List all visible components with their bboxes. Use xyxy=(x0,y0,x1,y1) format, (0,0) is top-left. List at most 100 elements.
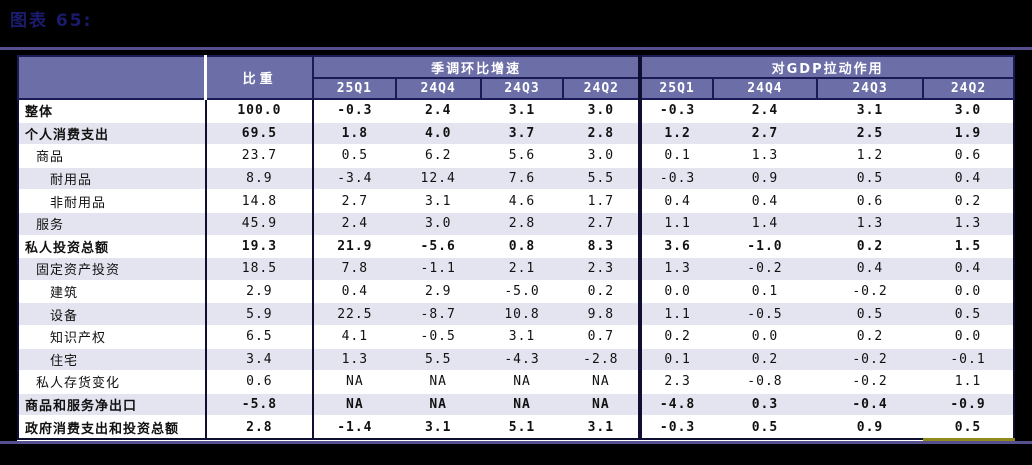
qoq-value: 1.7 xyxy=(563,189,641,213)
table-body: 整体 100.0 -0.3 2.4 3.1 3.0 -0.3 2.4 3.1 3.0 个人消费支出 6… xyxy=(17,98,1015,441)
gdp-value: 0.3 xyxy=(712,392,817,416)
table-row: 商品和服务净出口 -5.8 NA NA NA NA -4.8 0.3 -0.4 -0.9 xyxy=(17,392,1015,416)
gdp-value: 0.2 xyxy=(923,189,1015,213)
qoq-value: 21.9 xyxy=(312,234,396,258)
row-label: 非耐用品 xyxy=(17,189,207,213)
weight-value: 3.4 xyxy=(205,347,314,371)
row-label: 整体 xyxy=(17,98,207,123)
gdp-value: 3.6 xyxy=(638,234,713,258)
weight-value: 8.9 xyxy=(205,166,314,190)
table-row: 个人消费支出 69.5 1.8 4.0 3.7 2.8 1.2 2.7 2.5 1.9 xyxy=(17,121,1015,145)
qoq-value: 0.5 xyxy=(312,144,396,168)
gdp-value: 1.3 xyxy=(816,211,924,236)
gdp-value: -4.8 xyxy=(638,392,713,416)
qoq-value: 4.0 xyxy=(395,121,481,145)
qoq-value: -1.4 xyxy=(312,415,396,441)
qoq-value: 1.8 xyxy=(312,121,396,145)
qoq-value: -1.1 xyxy=(395,257,481,281)
row-label: 设备 xyxy=(17,302,207,326)
gdp-value: 0.9 xyxy=(816,415,924,441)
header-quarter-row: 25Q1 24Q4 24Q3 24Q2 25Q1 24Q4 24Q3 24Q2 xyxy=(18,77,1015,100)
qoq-value: -0.3 xyxy=(312,98,396,123)
qoq-value: 3.0 xyxy=(395,211,481,236)
weight-value: 18.5 xyxy=(205,257,314,281)
qoq-value: 3.1 xyxy=(480,324,564,349)
weight-column-header: 比重 xyxy=(204,55,314,100)
gdp-value: 1.1 xyxy=(923,370,1015,394)
quarter-header-qoq-24q3: 24Q3 xyxy=(479,77,565,100)
qoq-value: NA xyxy=(312,392,396,416)
bottom-divider-rule xyxy=(0,441,1032,444)
gdp-value: -0.8 xyxy=(712,370,817,394)
qoq-value: -5.6 xyxy=(395,234,481,258)
gdp-value: -0.2 xyxy=(816,370,924,394)
gdp-value: 0.4 xyxy=(712,189,817,213)
qoq-value: 3.0 xyxy=(563,98,641,123)
qoq-value: NA xyxy=(563,392,641,416)
row-label: 私人投资总额 xyxy=(17,234,207,258)
table-row: 商品 23.7 0.5 6.2 5.6 3.0 0.1 1.3 1.2 0.6 xyxy=(17,144,1015,168)
table-row: 设备 5.9 22.5 -8.7 10.8 9.8 1.1 -0.5 0.5 0.5 xyxy=(17,302,1015,326)
row-label: 政府消费支出和投资总额 xyxy=(17,415,207,441)
gdp-value: 1.9 xyxy=(923,121,1015,145)
gdp-value: 0.2 xyxy=(638,324,713,349)
qoq-value: NA xyxy=(312,370,396,394)
qoq-value: 2.4 xyxy=(395,98,481,123)
weight-value: 100.0 xyxy=(205,98,314,123)
table-row: 非耐用品 14.8 2.7 3.1 4.6 1.7 0.4 0.4 0.6 0.2 xyxy=(17,189,1015,213)
table-row: 耐用品 8.9 -3.4 12.4 7.6 5.5 -0.3 0.9 0.5 0.4 xyxy=(17,166,1015,190)
quarter-header-qoq-24q4: 24Q4 xyxy=(394,77,482,100)
qoq-value: 3.1 xyxy=(395,189,481,213)
top-divider-rule xyxy=(0,47,1032,50)
table-row: 固定资产投资 18.5 7.8 -1.1 2.1 2.3 1.3 -0.2 0.4 0.4 xyxy=(17,257,1015,281)
weight-value: 0.6 xyxy=(205,370,314,394)
gdp-value: 0.0 xyxy=(712,324,817,349)
qoq-value: 4.6 xyxy=(480,189,564,213)
gdp-value: 0.5 xyxy=(816,302,924,326)
weight-value: 2.9 xyxy=(205,279,314,303)
qoq-value: 0.7 xyxy=(563,324,641,349)
quarter-header-gdp-24q2: 24Q2 xyxy=(922,77,1015,100)
gdp-value: 1.3 xyxy=(638,257,713,281)
qoq-value: 2.4 xyxy=(312,211,396,236)
gdp-value: 0.2 xyxy=(816,234,924,258)
table-row: 建筑 2.9 0.4 2.9 -5.0 0.2 0.0 0.1 -0.2 0.0 xyxy=(17,279,1015,303)
gdp-value: -0.5 xyxy=(712,302,817,326)
qoq-value: 22.5 xyxy=(312,302,396,326)
gdp-value: 0.5 xyxy=(712,415,817,441)
quarter-header-gdp-25q1: 25Q1 xyxy=(638,77,714,100)
gdp-value: 0.0 xyxy=(923,279,1015,303)
gdp-value: 1.3 xyxy=(923,211,1015,236)
gdp-value: 2.5 xyxy=(816,121,924,145)
qoq-value: -4.3 xyxy=(480,347,564,371)
qoq-value: 2.7 xyxy=(312,189,396,213)
weight-value: 14.8 xyxy=(205,189,314,213)
quarter-header-qoq-24q2: 24Q2 xyxy=(562,77,642,100)
gdp-value: -0.3 xyxy=(638,98,713,123)
qoq-value: 2.8 xyxy=(563,121,641,145)
qoq-value: 3.1 xyxy=(480,98,564,123)
row-label: 住宅 xyxy=(17,347,207,371)
gdp-value: 1.5 xyxy=(923,234,1015,258)
qoq-value: NA xyxy=(563,370,641,394)
table-row: 私人存货变化 0.6 NA NA NA NA 2.3 -0.8 -0.2 1.1 xyxy=(17,370,1015,394)
qoq-value: 1.3 xyxy=(312,347,396,371)
row-label: 固定资产投资 xyxy=(17,257,207,281)
gdp-value: 0.1 xyxy=(712,279,817,303)
row-label: 商品和服务净出口 xyxy=(17,392,207,416)
gdp-value: 1.1 xyxy=(638,211,713,236)
gdp-value: 0.4 xyxy=(923,257,1015,281)
qoq-value: 5.6 xyxy=(480,144,564,168)
gdp-value: -0.3 xyxy=(638,415,713,441)
gdp-value: 2.3 xyxy=(638,370,713,394)
gdp-value: -0.2 xyxy=(712,257,817,281)
qoq-value: 2.1 xyxy=(480,257,564,281)
weight-value: 69.5 xyxy=(205,121,314,145)
qoq-value: NA xyxy=(395,370,481,394)
qoq-value: 0.2 xyxy=(563,279,641,303)
weight-value: 19.3 xyxy=(205,234,314,258)
qoq-value: 5.1 xyxy=(480,415,564,441)
row-label: 个人消费支出 xyxy=(17,121,207,145)
corner-cell xyxy=(17,55,208,100)
gdp-value: 2.7 xyxy=(712,121,817,145)
